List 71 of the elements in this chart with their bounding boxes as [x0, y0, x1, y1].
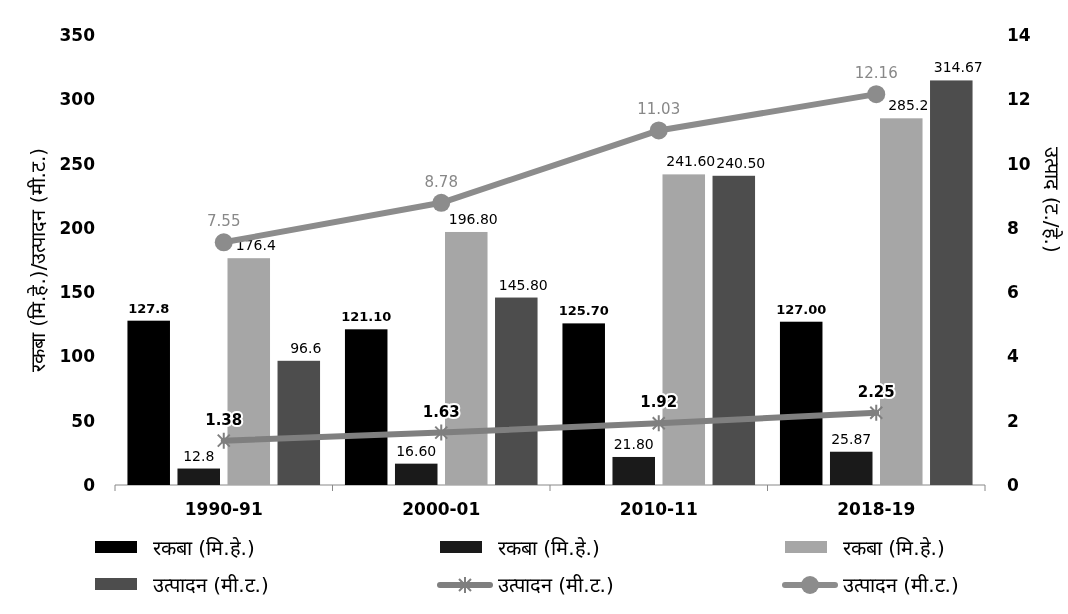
point	[432, 193, 451, 212]
bar	[127, 320, 170, 485]
y-tick-label: 100	[59, 346, 96, 367]
y2-tick-label: 14	[1007, 25, 1031, 45]
y-tick-label: 200	[59, 217, 96, 238]
bar	[495, 297, 538, 485]
bar	[394, 463, 438, 485]
x-tick-label: 2018-19	[837, 499, 916, 519]
legend-label: रकबा (मि.हे.)	[153, 536, 255, 560]
data-label: 2.25	[857, 382, 895, 401]
point	[869, 403, 884, 422]
point	[214, 233, 233, 252]
data-label: 96.6	[290, 339, 322, 356]
y2-tick-label: 12	[1007, 89, 1031, 110]
data-label: 8.78	[424, 172, 458, 191]
legend-label: रकबा (मि.हे.)	[498, 536, 600, 560]
y-axis-title: रकबा (मि.हे.)/उत्पादन (मी.ट.)	[26, 147, 50, 373]
data-label: 121.10	[341, 309, 392, 325]
x-tick-label: 2010-11	[619, 499, 698, 519]
bar	[612, 456, 655, 485]
y2-tick-label: 0	[1007, 475, 1019, 495]
legend-label: उत्पादन (मी.ट.)	[843, 573, 959, 597]
y-tick-label: 250	[59, 153, 96, 174]
data-label: 11.03	[637, 100, 681, 119]
data-label: 314.67	[933, 59, 983, 76]
legend-label: उत्पादन (मी.ट.)	[498, 573, 614, 597]
legend-label: रकबा (मि.हे.)	[843, 536, 945, 560]
y2-tick-label: 8	[1007, 217, 1019, 238]
data-label: 1.63	[422, 402, 460, 421]
data-label: 196.80	[448, 210, 498, 227]
bar	[344, 329, 388, 485]
data-label: 1.38	[205, 410, 243, 429]
point	[649, 121, 668, 140]
data-label: 125.70	[558, 303, 609, 319]
data-label: 127.00	[776, 301, 827, 317]
x-tick-label: 2000-01	[402, 499, 481, 519]
bar	[779, 321, 823, 485]
data-label: 240.50	[716, 154, 766, 171]
y2-tick-label: 10	[1007, 153, 1031, 174]
data-label: 285.2	[888, 97, 929, 114]
bar	[829, 451, 873, 485]
data-label: 7.55	[207, 212, 241, 231]
data-label: 12.8	[183, 447, 215, 464]
data-label: 127.8	[128, 300, 170, 316]
x-tick-label: 1990-91	[184, 499, 263, 519]
y-tick-label: 50	[71, 410, 96, 431]
point	[651, 414, 666, 433]
bar	[562, 323, 605, 485]
legend-label: उत्पादन (मी.ट.)	[153, 573, 269, 597]
y2-tick-label: 6	[1007, 282, 1019, 303]
y2-tick-label: 4	[1007, 346, 1019, 367]
y2-axis-title: उत्पाद (ट./हे.)	[1040, 147, 1064, 253]
data-label: 12.16	[854, 64, 898, 83]
bar	[712, 175, 756, 485]
data-label: 145.80	[498, 276, 548, 293]
y2-tick-label: 2	[1007, 410, 1019, 431]
point	[216, 431, 231, 450]
y-tick-label: 0	[83, 475, 96, 495]
point	[434, 423, 449, 442]
y-tick-label: 150	[59, 282, 96, 303]
data-label: 241.60	[666, 153, 716, 170]
data-label: 1.92	[640, 393, 678, 412]
data-label: 16.60	[396, 442, 437, 459]
bar	[930, 80, 973, 485]
data-label: 25.87	[831, 430, 872, 447]
bar	[277, 360, 321, 485]
point	[867, 85, 886, 104]
bar	[177, 468, 220, 485]
y-tick-label: 350	[59, 25, 96, 45]
data-label: 21.80	[613, 435, 654, 452]
y-tick-label: 300	[59, 89, 96, 110]
